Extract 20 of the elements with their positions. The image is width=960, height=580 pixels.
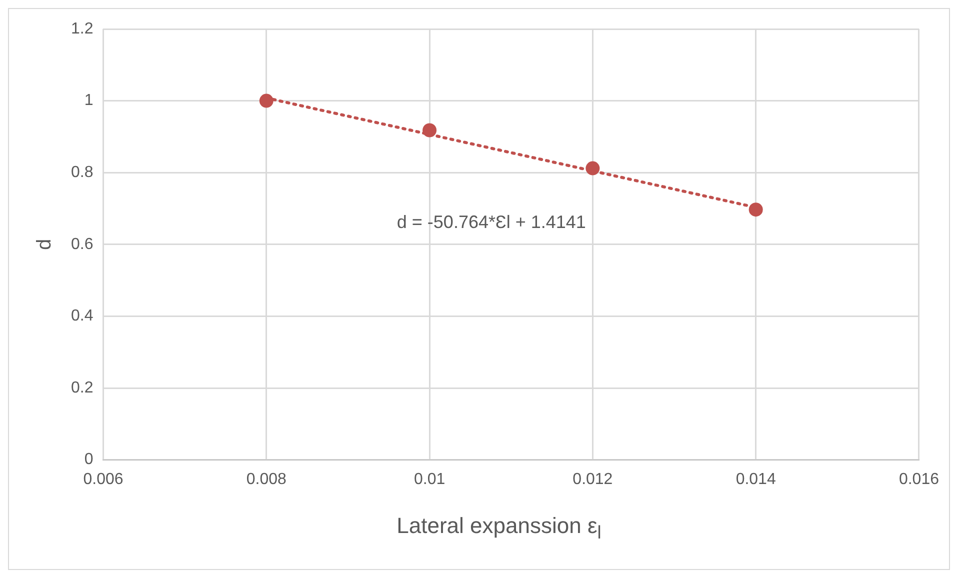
y-tick-label: 0.6 [70, 236, 94, 253]
y-tick-label: 0.4 [70, 308, 94, 325]
x-axis-title: Lateral expanssion ε$_{l}$ [396, 513, 602, 544]
x-tick-label: 0.016 [898, 470, 940, 488]
point [586, 161, 600, 176]
y-tick-label: 1 [84, 92, 94, 110]
point [259, 94, 274, 108]
y-axis-title: d [34, 238, 56, 250]
x-tick-label: 0.006 [83, 470, 124, 488]
point [748, 202, 763, 217]
y-tick-label: 0 [84, 451, 94, 468]
point [422, 123, 437, 138]
x-tick-label: 0.014 [736, 470, 776, 488]
y-tick-label: 0.8 [70, 164, 94, 182]
x-tick-label: 0.012 [572, 470, 613, 488]
y-tick-label: 1.2 [70, 20, 94, 38]
x-tick-label: 0.008 [246, 470, 287, 488]
y-tick-label: 0.2 [70, 379, 94, 396]
annotation: d = -50.764*Ɛl + 1.4141 [396, 212, 586, 232]
x-tick-label: 0.01 [414, 470, 446, 488]
